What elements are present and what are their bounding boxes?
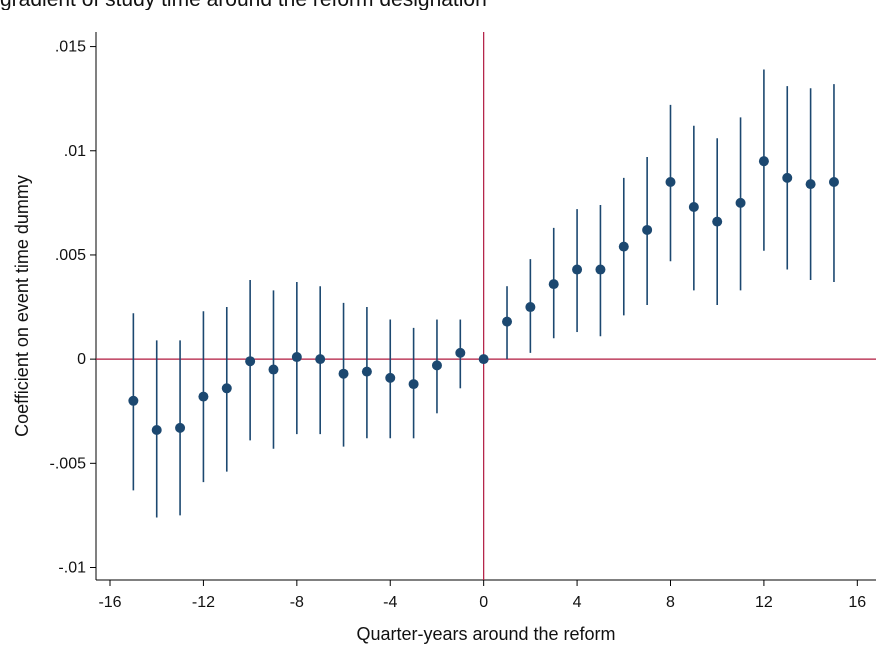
coefficient-point	[408, 379, 419, 390]
coefficient-point	[688, 202, 699, 213]
coefficient-point	[128, 395, 139, 406]
coefficient-point	[735, 197, 746, 208]
coefficient-point	[431, 360, 442, 371]
coefficient-points	[128, 156, 839, 435]
coefficient-point	[198, 391, 209, 402]
reference-lines	[96, 32, 876, 580]
coefficient-point	[175, 422, 186, 433]
top-cropped-text: gradient of study time around the reform…	[0, 0, 884, 10]
x-tick-label: -4	[383, 594, 397, 611]
coefficient-point	[548, 279, 559, 290]
coefficient-point	[828, 177, 839, 188]
coefficient-point	[361, 366, 372, 377]
coefficient-point	[455, 347, 466, 358]
coefficient-point	[151, 424, 162, 435]
y-tick-label: .01	[64, 143, 86, 160]
coefficient-point	[782, 172, 793, 183]
coefficient-point	[595, 264, 606, 275]
coefficient-point	[478, 354, 489, 365]
coefficient-point	[338, 368, 349, 379]
y-tick-label: .015	[55, 39, 86, 56]
x-tick-label: 0	[479, 594, 488, 611]
y-tick-label: .005	[55, 247, 86, 264]
coefficient-point	[618, 241, 629, 252]
coefficient-point	[221, 383, 232, 394]
x-axis-ticks: -16 -12 -8 -4 0 4 8 12 16	[98, 580, 866, 611]
coefficient-point	[805, 179, 816, 190]
x-tick-label: 12	[755, 594, 773, 611]
y-axis-ticks: -.01 -.005 0 .005 .01 .015	[50, 39, 96, 576]
coefficient-point	[642, 224, 653, 235]
x-tick-label: 4	[573, 594, 582, 611]
coefficient-point	[665, 177, 676, 188]
x-tick-label: 16	[848, 594, 866, 611]
x-tick-label: -12	[192, 594, 215, 611]
y-axis-title: Coefficient on event time dummy	[12, 175, 32, 437]
coefficient-point	[268, 364, 279, 375]
plot-region	[95, 32, 876, 581]
coefficient-point	[291, 352, 302, 363]
y-tick-label: -.005	[50, 455, 87, 472]
coefficient-point	[502, 316, 513, 327]
x-tick-label: -16	[98, 594, 121, 611]
x-tick-label: -8	[290, 594, 304, 611]
y-tick-label: -.01	[58, 559, 86, 576]
coefficient-point	[315, 354, 326, 365]
coefficient-point	[758, 156, 769, 167]
coefficient-point	[385, 372, 396, 383]
top-cropped-text-content: gradient of study time around the reform…	[0, 0, 487, 10]
coefficient-point	[245, 356, 256, 367]
coefficient-point	[712, 216, 723, 227]
coefficient-point	[572, 264, 583, 275]
y-tick-label: 0	[77, 351, 86, 368]
x-axis-title: Quarter-years around the reform	[356, 624, 615, 644]
x-tick-label: 8	[666, 594, 675, 611]
coefficient-point	[525, 302, 536, 313]
